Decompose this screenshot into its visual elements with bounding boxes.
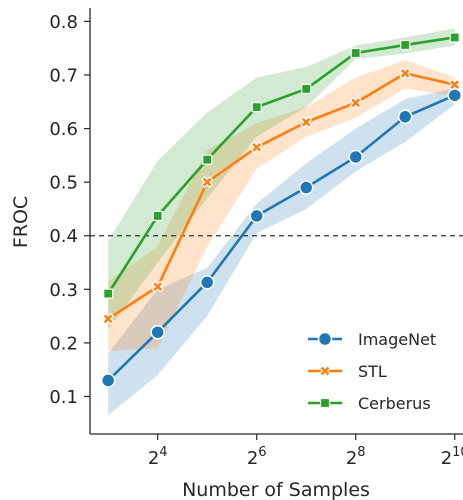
x-axis-title: Number of Samples [182, 479, 370, 500]
point-stl [250, 141, 263, 154]
y-tick-label: 0.6 [49, 119, 78, 140]
legend-label-imagenet: ImageNet [358, 330, 436, 349]
y-tick-label: 0.4 [49, 226, 78, 247]
x-tick-label: 24 [148, 445, 168, 469]
point-imagenet [447, 88, 462, 103]
line-stl [106, 72, 457, 321]
point-stl [201, 176, 214, 189]
point-stl [151, 280, 164, 293]
point-imagenet [298, 180, 314, 195]
y-tick-label: 0.2 [49, 333, 78, 354]
point-imagenet [199, 275, 215, 290]
legend-marker-cerberus [319, 397, 331, 409]
legend-label-stl: STL [358, 362, 387, 381]
legend-label-cerberus: Cerberus [358, 394, 431, 413]
y-tick-label: 0.5 [49, 173, 78, 194]
legend: ImageNet STL Cerberus [308, 330, 436, 413]
band-imagenet [108, 88, 455, 416]
point-cerberus [400, 39, 411, 51]
point-stl [448, 78, 461, 91]
x-tick-label: 210 [441, 445, 463, 469]
point-imagenet [100, 373, 116, 388]
point-imagenet [348, 149, 363, 165]
series-lines [106, 36, 457, 382]
band-cerberus [108, 28, 455, 330]
point-stl [102, 312, 115, 325]
point-imagenet [397, 109, 413, 125]
y-tick-label: 0.1 [49, 387, 78, 408]
x-tick-label: 26 [247, 445, 267, 469]
x-tick-label: 28 [346, 445, 366, 469]
legend-marker-stl [318, 364, 332, 378]
point-stl [349, 96, 362, 109]
line-cerberus [106, 36, 457, 295]
point-cerberus [103, 288, 114, 299]
series-markers [100, 32, 462, 388]
point-cerberus [202, 154, 213, 165]
y-tick-label: 0.7 [49, 65, 78, 86]
point-stl [300, 116, 313, 129]
y-axis-title: FROC [10, 196, 32, 248]
line-imagenet [106, 94, 457, 382]
y-tick-label: 0.3 [49, 280, 78, 301]
confidence-bands [108, 28, 455, 416]
point-imagenet [249, 208, 264, 224]
point-cerberus [251, 102, 262, 113]
axes: 0.1 0.2 0.3 0.4 0.5 0.6 0.7 0.8 24 26 28 210 [49, 8, 463, 469]
band-stl [108, 59, 455, 351]
point-cerberus [350, 47, 361, 59]
point-cerberus [152, 210, 163, 222]
point-imagenet [150, 324, 165, 340]
point-stl [399, 67, 412, 80]
point-cerberus [301, 83, 312, 95]
legend-marker-imagenet [317, 331, 333, 347]
y-tick-label: 0.8 [49, 12, 78, 33]
point-cerberus [449, 32, 460, 43]
